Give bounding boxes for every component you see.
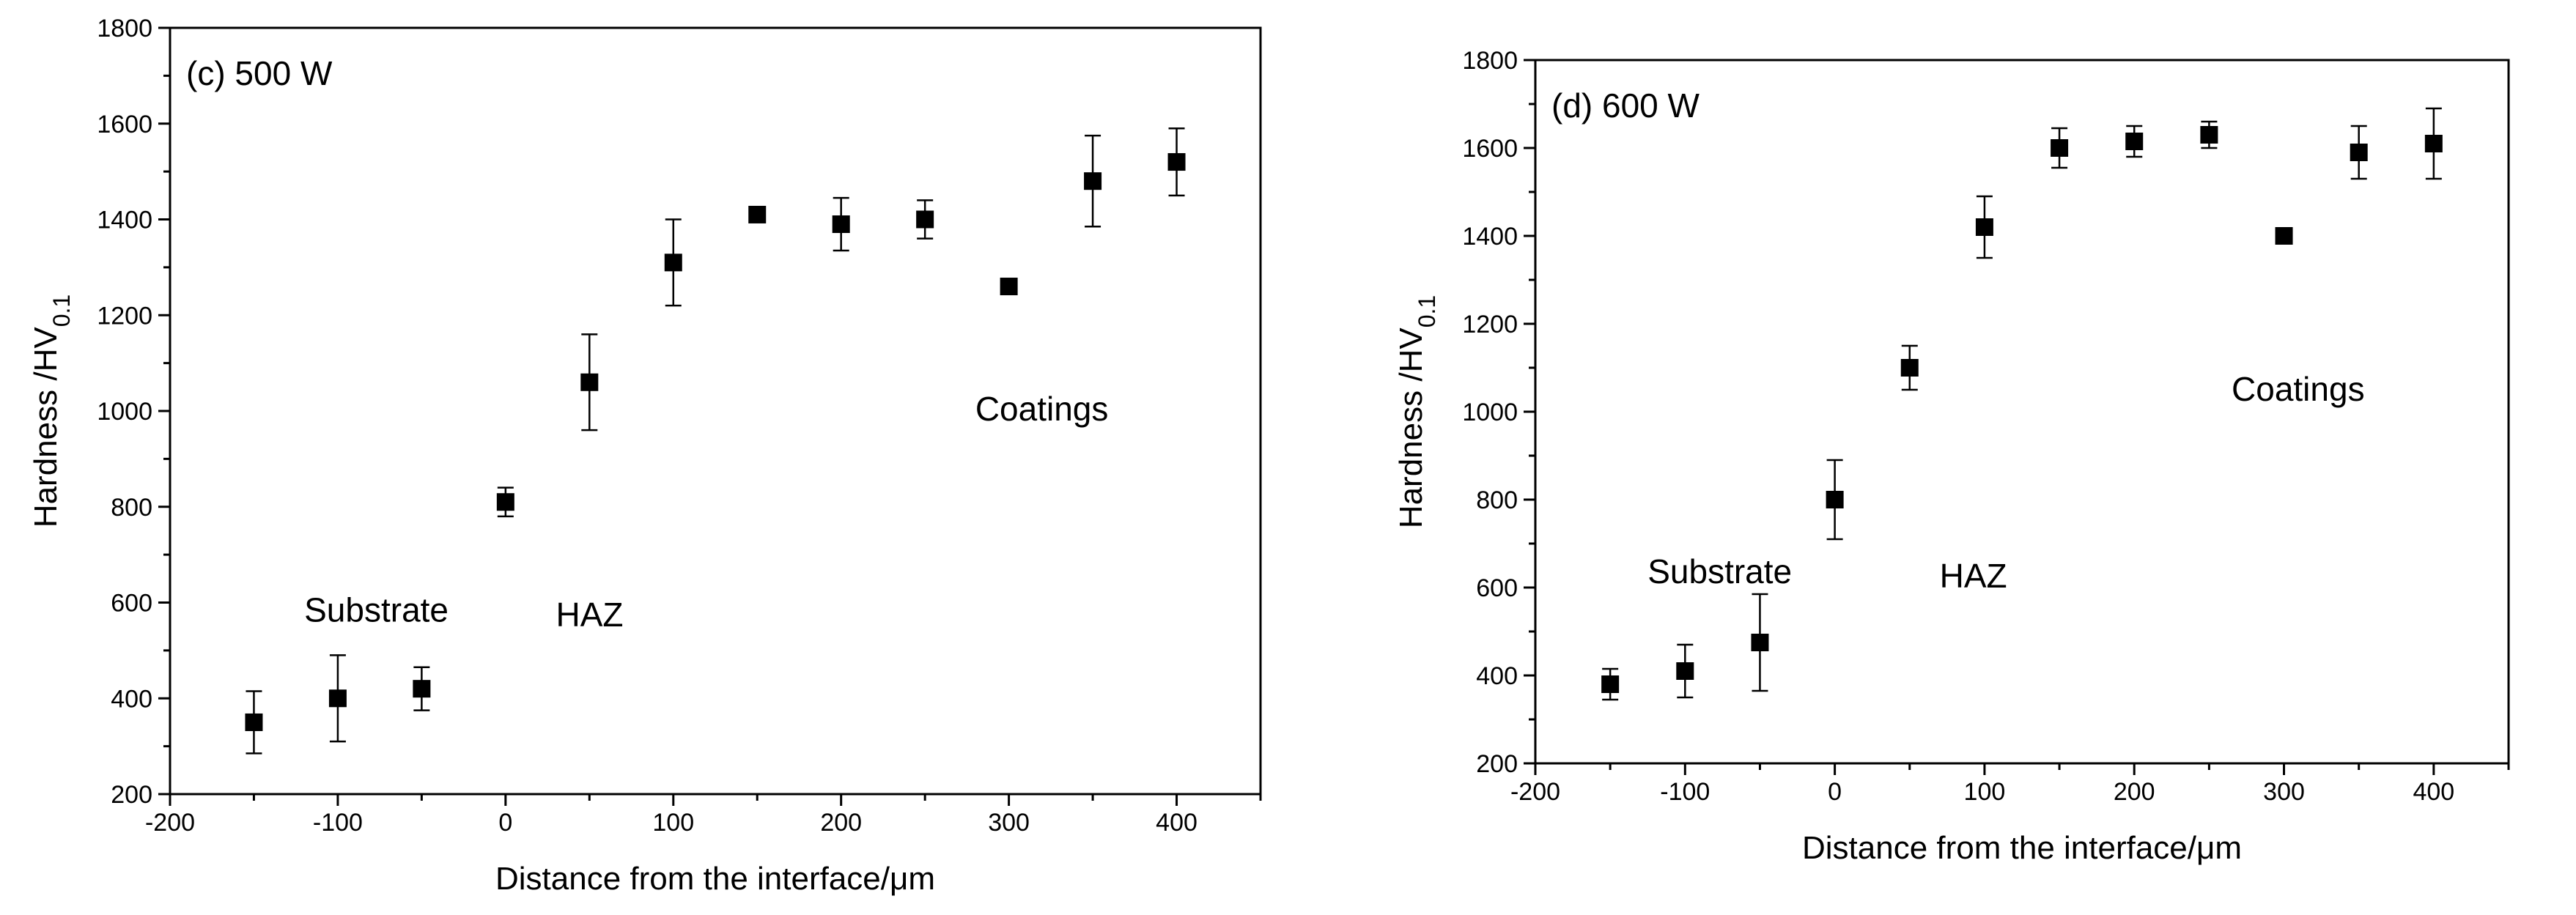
y-tick-label: 1000 [1462,399,1518,426]
data-point [1826,491,1844,508]
data-point [580,373,599,391]
data-point [1751,634,1769,651]
x-tick-label: 400 [2413,778,2454,806]
x-tick-label: 100 [652,809,694,837]
panel-d-600w: -200 -100 0 100 200 300 400 200 400 600 800 1000 120… [1393,47,2510,866]
x-axis-title: Distance from the interface/μm [1802,830,2242,866]
y-axis-title-subscript: 0.1 [1414,295,1440,327]
x-tick-label: 100 [1964,778,2006,806]
plot-frame [1534,59,2510,765]
data-point [916,210,934,229]
annotation-label: Coatings [975,390,1109,428]
annotation-label: Substrate [1647,552,1792,590]
y-tick-label: 800 [1476,486,1518,514]
data-point [2200,126,2218,144]
x-tick-label: 0 [1828,778,1842,806]
annotation-label: HAZ [1940,557,2007,595]
data-point [832,215,850,234]
x-tick-label: 400 [1156,809,1197,837]
y-tick-label: 600 [111,590,152,618]
y-tick-label: 800 [111,494,152,522]
panel-c-500w: -200 -100 0 100 200 300 400 200 400 600 800 1000 120… [28,15,1262,897]
x-tick-label: 200 [2114,778,2155,806]
panel-label: (d) 600 W [1551,86,1700,125]
data-point [1900,359,1919,377]
data-point [2424,135,2443,152]
data-point [1975,218,1993,236]
y-tick-label: 200 [111,781,152,809]
x-tick-label: 300 [988,809,1030,837]
y-tick-label: 1600 [1462,135,1518,163]
data-point [1676,662,1694,680]
data-point [245,713,263,731]
x-tick-label: 0 [498,809,512,837]
panel-label: (c) 500 W [186,54,333,92]
y-tick-label: 1800 [1462,47,1518,75]
y-tick-label: 1400 [1462,223,1518,251]
data-point [1000,278,1018,296]
data-point [748,205,767,223]
y-tick-label: 1200 [1462,311,1518,338]
data-point [664,253,682,272]
x-axis-title: Distance from the interface/μm [495,861,935,897]
y-tick-label: 1200 [97,302,152,330]
annotation-label: Coatings [2232,370,2365,408]
y-axis-title-subscript: 0.1 [48,294,75,327]
x-tick-label: -100 [1660,778,1710,806]
y-tick-label: 1000 [97,398,152,426]
annotation-label: Substrate [304,591,449,629]
y-axis-title-main: Hardness /HV [28,327,64,528]
y-axis-title-main: Hardness /HV [1393,327,1429,529]
y-tick-label: 1800 [97,15,152,42]
x-tick-label: -200 [1510,778,1560,806]
data-point [328,689,347,708]
x-tick-label: 200 [820,809,862,837]
y-tick-label: 400 [1476,662,1518,690]
data-point [496,493,514,511]
y-tick-label: 400 [111,685,152,713]
data-point [2350,144,2368,161]
data-point [413,680,431,698]
y-tick-label: 200 [1476,750,1518,778]
y-tick-label: 600 [1476,574,1518,602]
data-point [2275,227,2293,245]
data-point [1167,153,1186,171]
data-point [1601,675,1620,693]
x-tick-label: -100 [313,809,363,837]
x-tick-label: 300 [2263,778,2305,806]
data-point [1084,172,1102,190]
data-point [2125,133,2144,150]
x-tick-label: -200 [145,809,195,837]
y-tick-label: 1400 [97,207,152,234]
y-axis-title: Hardness /HV0.1 [1393,295,1440,528]
y-tick-label: 1600 [97,111,152,138]
annotation-label: HAZ [556,596,624,634]
y-axis-title: Hardness /HV0.1 [28,294,75,527]
data-point [2051,139,2069,157]
